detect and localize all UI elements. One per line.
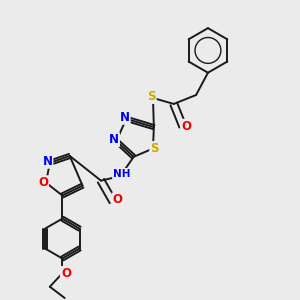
Text: O: O — [112, 194, 122, 206]
Text: O: O — [61, 267, 71, 280]
Text: NH: NH — [113, 169, 130, 179]
Text: S: S — [147, 90, 156, 103]
Text: N: N — [109, 133, 119, 146]
Text: N: N — [120, 111, 130, 124]
Text: O: O — [181, 120, 191, 133]
Text: N: N — [43, 155, 52, 168]
Text: O: O — [38, 176, 48, 189]
Text: S: S — [150, 142, 159, 155]
